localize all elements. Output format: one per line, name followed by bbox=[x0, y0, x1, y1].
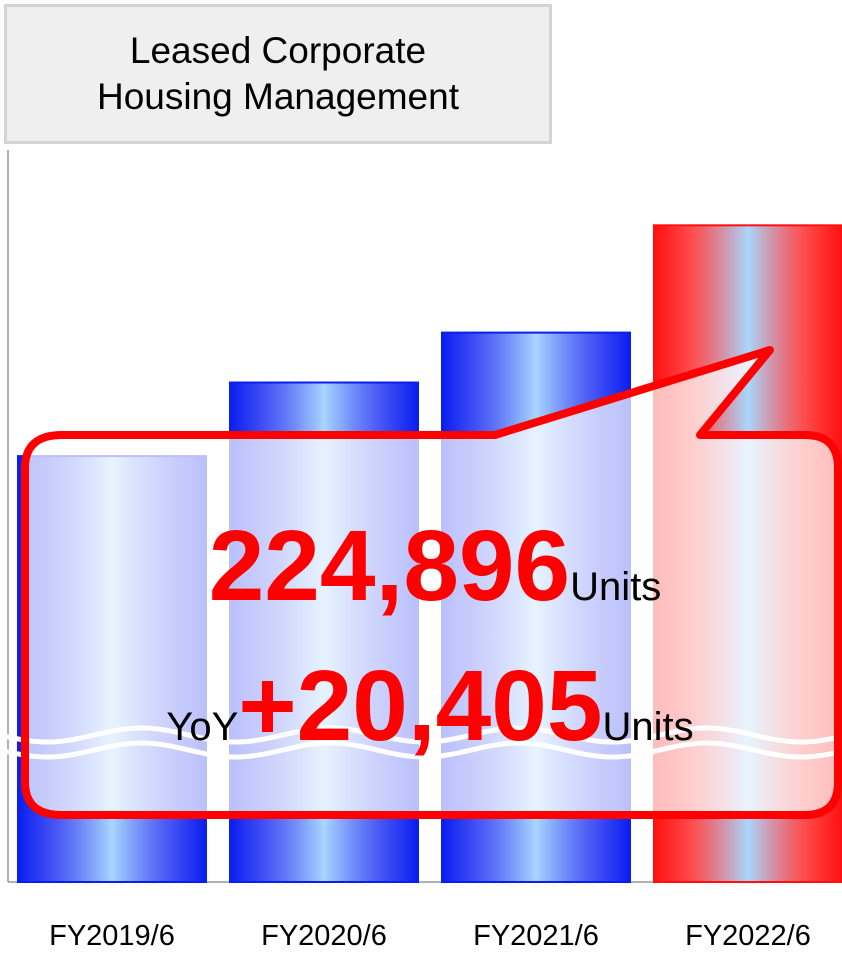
callout-change: +20,405 bbox=[238, 650, 602, 762]
x-tick-label: FY2021/6 bbox=[473, 920, 599, 952]
x-tick-label: FY2022/6 bbox=[685, 920, 811, 952]
x-tick-label: FY2019/6 bbox=[49, 920, 175, 952]
callout-unit: Units bbox=[603, 705, 694, 749]
callout-box bbox=[21, 346, 842, 819]
callout-line: 224,896Units bbox=[209, 510, 662, 622]
callout-prefix: YoY bbox=[166, 705, 238, 749]
callout-value: 224,896 bbox=[209, 510, 570, 622]
callout-line: YoY+20,405Units bbox=[166, 650, 693, 762]
callout-unit: Units bbox=[570, 565, 661, 609]
x-tick-label: FY2020/6 bbox=[261, 920, 387, 952]
chart-title: Leased Corporate Housing Management bbox=[4, 4, 552, 144]
